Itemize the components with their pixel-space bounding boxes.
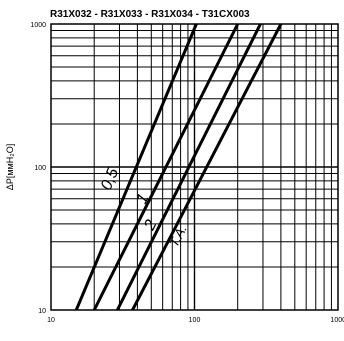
plot-frame [50,23,339,311]
chart-title: R31X032 - R31X033 - R31X034 - T31CX003 [50,9,250,20]
series-layer [74,24,283,310]
x-tick-label: 1000 [330,317,344,324]
series-line-2 [92,24,240,310]
curve-label-4: T.A. [166,222,190,249]
grid [51,24,338,310]
curve-label-2: 1 [133,191,152,207]
x-tick-label: 100 [189,317,201,324]
series-line-3 [115,24,262,310]
tick-labels: 10 100 1000 10 100 1000 [30,22,344,324]
y-tick-label: 100 [34,165,46,172]
x-tick-label: 10 [47,317,55,324]
y-tick-label: 10 [38,308,46,315]
series-line-4 [131,24,283,310]
y-tick-label: 1000 [30,22,46,29]
series-line-1 [74,24,198,310]
curve-labels: 0,512 T.A. [98,166,190,250]
y-axis-label: ΔP[ммH₂O] [5,144,15,190]
